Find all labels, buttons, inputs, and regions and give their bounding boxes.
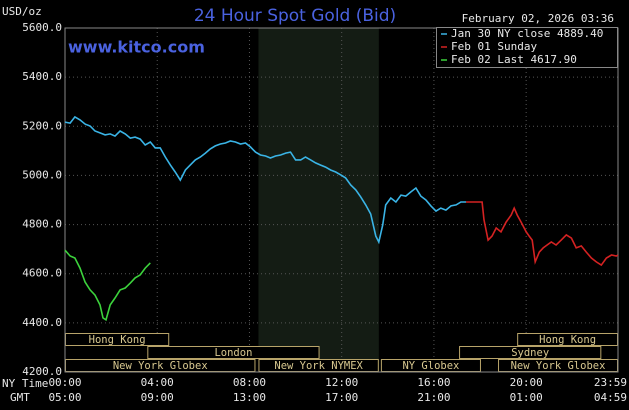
x-tick-label-gmt: 04:59: [594, 391, 627, 404]
y-tick-label: 5600.0: [22, 21, 62, 34]
session-label: Sydney: [511, 347, 549, 359]
session-label: Hong Kong: [89, 334, 146, 346]
price-line: [64, 115, 466, 245]
x-tick-label-gmt: 01:00: [510, 391, 543, 404]
y-axis-label: USD/oz: [2, 5, 42, 18]
x-tick-label-gmt: 21:00: [417, 391, 450, 404]
y-tick-label: 4600.0: [22, 267, 62, 280]
x-axis-label: NY Time: [2, 377, 48, 390]
x-tick-label: 23:59: [594, 376, 627, 389]
x-tick-label: 16:00: [417, 376, 450, 389]
x-tick-label: 12:00: [325, 376, 358, 389]
chart-title: 24 Hour Spot Gold (Bid): [194, 6, 396, 26]
x-tick-label-gmt: 13:00: [233, 391, 266, 404]
x-tick-label: 04:00: [141, 376, 174, 389]
session-label: NY Globex: [402, 360, 459, 372]
price-line: [64, 249, 151, 322]
y-tick-label: 4400.0: [22, 316, 62, 329]
session-box: [459, 346, 602, 359]
legend-label: Jan 30 NY close 4889.40: [451, 27, 603, 40]
legend-box: [436, 27, 618, 68]
y-tick-label: 5400.0: [22, 70, 62, 83]
x-tick-label: 08:00: [233, 376, 266, 389]
y-tick-label: 4200.0: [22, 365, 62, 378]
x-tick-label-gmt: 17:00: [325, 391, 358, 404]
watermark: www.kitco.com: [68, 38, 205, 57]
price-line: [466, 201, 619, 267]
y-tick-label: 5200.0: [22, 119, 62, 132]
x-tick-label-gmt: 05:00: [48, 391, 81, 404]
x-tick-label: 00:00: [48, 376, 81, 389]
legend-label: Feb 02 Last 4617.90: [451, 53, 577, 66]
y-tick-label: 5000.0: [22, 168, 62, 181]
y-tick-label: 4800.0: [22, 218, 62, 231]
session-label: Hong Kong: [539, 334, 596, 346]
x-tick-label: 20:00: [510, 376, 543, 389]
session-box: [147, 346, 320, 359]
session-label: New York NYMEX: [274, 360, 363, 372]
session-label: London: [214, 347, 252, 359]
x-tick-label-gmt: 09:00: [141, 391, 174, 404]
x-axis-label: GMT: [10, 391, 30, 404]
chart-subtitle: February 02, 2026 03:36: [462, 12, 614, 25]
plot-border: [64, 27, 619, 373]
legend-label: Feb 01 Sunday: [451, 40, 537, 53]
session-label: New York Globex: [113, 360, 208, 372]
session-label: New York Globex: [511, 360, 606, 372]
session-shade: [258, 28, 379, 372]
